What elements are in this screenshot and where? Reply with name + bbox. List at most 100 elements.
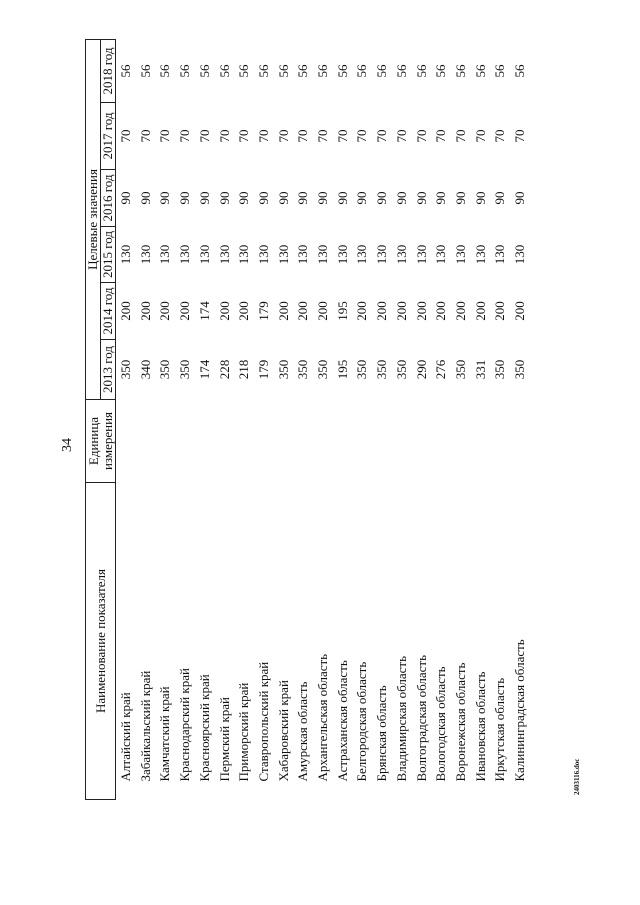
value-cell: 56 — [433, 64, 449, 78]
row-name: Архангельская область — [315, 653, 331, 782]
value-cell: 200 — [236, 301, 252, 321]
value-cell: 56 — [393, 64, 409, 78]
value-cell: 90 — [452, 191, 468, 205]
value-cell: 90 — [315, 191, 331, 205]
value-cell: 200 — [275, 301, 291, 321]
value-cell: 200 — [216, 301, 232, 321]
row-name: Забайкальский край — [137, 670, 153, 782]
unit-cell — [195, 400, 215, 483]
value-cell: 70 — [137, 129, 153, 143]
value-cell: 70 — [354, 129, 370, 143]
value-cell: 90 — [255, 191, 271, 205]
table-row: Вологодская область 276 200 130 90 70 56 — [431, 39, 451, 799]
unit-cell — [234, 400, 254, 483]
unit-cell — [155, 400, 175, 483]
value-cell: 200 — [512, 301, 528, 321]
row-name: Брянская область — [374, 685, 390, 782]
value-cell: 200 — [492, 301, 508, 321]
value-cell: 56 — [374, 64, 390, 78]
unit-cell — [175, 400, 195, 483]
row-name: Пермский край — [216, 697, 232, 782]
row-name: Калининградская область — [512, 639, 528, 782]
value-cell: 200 — [118, 301, 133, 321]
value-cell: 350 — [354, 359, 370, 380]
value-cell: 90 — [137, 191, 153, 205]
year-header: 2013 год — [100, 339, 116, 400]
row-name: Приморский край — [236, 682, 252, 782]
value-cell: 200 — [157, 301, 173, 321]
value-cell: 350 — [452, 359, 468, 380]
value-cell: 130 — [413, 244, 429, 265]
value-cell: 70 — [118, 129, 133, 143]
value-cell: 350 — [295, 359, 311, 380]
value-cell: 70 — [413, 129, 429, 143]
value-cell: 70 — [334, 129, 350, 143]
value-cell: 56 — [137, 64, 153, 78]
row-name: Амурская область — [295, 681, 311, 782]
value-cell: 90 — [374, 191, 390, 205]
value-cell: 90 — [393, 191, 409, 205]
value-cell: 350 — [315, 359, 331, 380]
unit-cell — [490, 400, 510, 483]
value-cell: 56 — [236, 64, 252, 78]
value-cell: 130 — [334, 244, 350, 265]
unit-cell — [333, 400, 353, 483]
year-header: 2015 год — [100, 226, 116, 283]
value-cell: 130 — [118, 244, 133, 265]
value-cell: 70 — [393, 129, 409, 143]
unit-header: Единица измерения — [85, 399, 116, 483]
value-cell: 70 — [512, 129, 528, 143]
row-name: Хабаровский край — [275, 680, 291, 782]
value-cell: 90 — [275, 191, 291, 205]
row-name: Воронежская область — [452, 662, 468, 782]
row-name: Владимирская область — [393, 656, 409, 782]
name-header: Наименование показателя — [85, 482, 116, 800]
unit-cell — [510, 400, 530, 483]
row-name: Астраханская область — [334, 660, 350, 782]
value-cell: 195 — [334, 301, 350, 321]
table-row: Красноярский край 174 174 130 90 70 56 — [195, 39, 215, 799]
value-cell: 56 — [512, 64, 528, 78]
row-name: Красноярский край — [196, 674, 212, 782]
value-cell: 179 — [255, 301, 271, 321]
value-cell: 90 — [177, 191, 193, 205]
table-row: Воронежская область 350 200 130 90 70 56 — [451, 39, 471, 799]
value-cell: 350 — [492, 359, 508, 380]
value-cell: 200 — [137, 301, 153, 321]
unit-cell — [392, 400, 412, 483]
value-cell: 130 — [177, 244, 193, 265]
value-cell: 350 — [157, 359, 173, 380]
unit-cell — [274, 400, 294, 483]
value-cell: 331 — [472, 359, 488, 380]
value-cell: 70 — [275, 129, 291, 143]
value-cell: 130 — [275, 244, 291, 265]
value-cell: 130 — [216, 244, 232, 265]
value-cell: 90 — [334, 191, 350, 205]
unit-cell — [313, 400, 333, 483]
value-cell: 70 — [157, 129, 173, 143]
value-cell: 56 — [334, 64, 350, 78]
value-cell: 350 — [374, 359, 390, 380]
value-cell: 179 — [255, 359, 271, 380]
value-cell: 70 — [374, 129, 390, 143]
value-cell: 200 — [315, 301, 331, 321]
value-cell: 350 — [393, 359, 409, 380]
row-name: Камчатский край — [157, 686, 173, 782]
value-cell: 90 — [354, 191, 370, 205]
value-cell: 70 — [216, 129, 232, 143]
value-cell: 56 — [413, 64, 429, 78]
table-row: Забайкальский край 340 200 130 90 70 56 — [136, 39, 156, 799]
value-cell: 56 — [492, 64, 508, 78]
value-cell: 130 — [137, 244, 153, 265]
value-cell: 56 — [295, 64, 311, 78]
value-cell: 130 — [354, 244, 370, 265]
unit-cell — [431, 400, 451, 483]
value-cell: 56 — [118, 64, 133, 78]
value-cell: 130 — [452, 244, 468, 265]
row-name: Иркутская область — [492, 677, 508, 782]
row-name: Белгородская область — [354, 661, 370, 782]
value-cell: 90 — [472, 191, 488, 205]
year-header: 2018 год — [100, 39, 116, 103]
table-row: Брянская область 350 200 130 90 70 56 — [372, 39, 392, 799]
